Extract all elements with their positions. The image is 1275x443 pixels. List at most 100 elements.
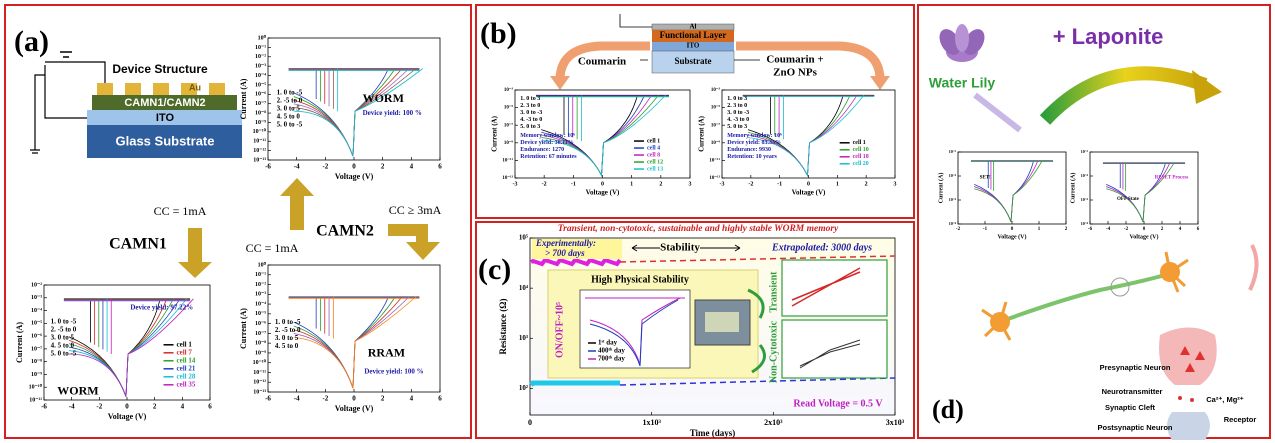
- y-tick-label: 10²: [519, 384, 528, 392]
- synapse-label: Presynaptic Neuron: [1100, 363, 1171, 372]
- x-tick-label: 0: [352, 395, 356, 403]
- panel-label: (a): [14, 25, 49, 58]
- x-tick-label: -6: [265, 163, 271, 171]
- x-tick-label: 2: [1161, 227, 1164, 232]
- x-tick-label: -1: [983, 227, 988, 232]
- x-tick-label: -4: [1106, 227, 1111, 232]
- x-tick-label: -2: [322, 163, 328, 171]
- legend-label: 400ᵗʰ day: [598, 347, 625, 355]
- sweep-step: 4. -3 to 0: [727, 117, 749, 123]
- sweep-step: 1. 0 to -5: [275, 318, 301, 326]
- sweep-step: 2. 3 to 0: [520, 103, 540, 109]
- y-tick-label: 10⁻⁵: [711, 105, 721, 111]
- panel-border: [4, 4, 472, 439]
- x-tick-label: -1: [777, 181, 782, 187]
- panel-border: [917, 4, 1271, 439]
- y-tick-label: 10⁻⁷: [31, 346, 42, 352]
- split-arrow: [555, 41, 885, 81]
- sweep-step: 2. -5 to 0: [275, 326, 301, 334]
- inset-title: High Physical Stability: [591, 274, 689, 285]
- x-tick-label: 1: [836, 181, 839, 187]
- iv-curve: [536, 95, 669, 177]
- synapse-label: Receptor: [1224, 415, 1257, 424]
- iv-curve: [970, 160, 1054, 222]
- sweep-step: 1. 0 to -5: [51, 317, 77, 325]
- layer-label: Glass Substrate: [116, 133, 215, 148]
- y-tick-label: 10⁻²: [1081, 149, 1089, 154]
- y-tick-label: 10⁻⁶: [31, 333, 42, 339]
- inset-curve: [799, 339, 861, 369]
- sweep-step: 3. 0 to 5: [277, 105, 301, 113]
- layer-label: CAMN1/CAMN2: [124, 97, 205, 109]
- x-tick-label: 6: [438, 163, 442, 171]
- ito-layer: [87, 110, 242, 125]
- zoom-circle: [1110, 277, 1130, 297]
- axon: [1004, 273, 1166, 322]
- material-label: ZnO NPs: [773, 67, 817, 79]
- sweep-step: 5. 0 to 3: [727, 124, 747, 130]
- condition-label: CC ≥ 3mA: [389, 203, 442, 217]
- legend-label: 1ˢᵗ day: [598, 339, 618, 347]
- y-axis-label: Current (A): [239, 78, 248, 119]
- presynaptic-terminal: [1159, 327, 1217, 385]
- sweep-step: 2. -5 to 0: [51, 325, 77, 333]
- x-axis-label: Voltage (V): [586, 189, 620, 197]
- y-tick-label: 10⁻⁴: [1081, 173, 1089, 178]
- au-pad: [125, 83, 141, 95]
- sweep-step: 2. 3 to 0: [727, 103, 747, 109]
- x-tick-label: 2: [381, 395, 385, 403]
- inset-curve: [589, 299, 679, 367]
- y-tick-label: 10⁻¹³: [253, 157, 266, 163]
- x-tick-label: -2: [322, 395, 328, 403]
- plot-note: SET!: [980, 175, 991, 180]
- y-tick-label: 10⁻¹: [255, 272, 266, 278]
- y-tick-label: 10⁻⁸: [255, 110, 266, 116]
- x-tick-label: -6: [1088, 227, 1093, 232]
- plot-title: RRAM: [368, 346, 405, 360]
- legend-label: cell 7: [177, 348, 193, 356]
- x-tick-label: 1: [630, 181, 633, 187]
- device-info: Retention: 10 years: [727, 154, 777, 160]
- y-tick-label: 10⁻⁵: [31, 321, 42, 327]
- device-info: Memory window: 10⁶: [520, 133, 575, 139]
- material-label: CAMN2: [316, 223, 374, 240]
- sweep-step: 1. 0 to -5: [277, 89, 303, 97]
- x-axis-label: Time (days): [690, 428, 736, 438]
- transient-label: Transient: [768, 271, 779, 313]
- au-pad: [97, 83, 113, 95]
- arrow-head: [870, 76, 890, 90]
- flower-petal: [955, 24, 969, 52]
- condition-label: CC = 1mA: [246, 241, 299, 255]
- y-tick-label: 10⁻⁵: [255, 311, 266, 317]
- y-axis-label: Current (A): [239, 308, 248, 349]
- device-info: Endurance: 1270: [520, 147, 564, 153]
- device-yield: Device yield: 100 %: [363, 109, 422, 117]
- y-tick-label: 10⁻²: [255, 282, 266, 288]
- plot-title: WORM: [363, 91, 404, 105]
- material-label: Coumarin +: [766, 54, 823, 66]
- legend-label: cell 8: [647, 152, 660, 158]
- high-state-trace: [530, 257, 622, 267]
- y-tick-label: 10⁻⁹: [255, 120, 266, 126]
- legend-label: cell 13: [647, 166, 663, 172]
- material-label: CAMN1: [109, 236, 167, 253]
- cycle-arrow: [747, 288, 766, 374]
- sweep-step: 2. -5 to 0: [277, 97, 303, 105]
- on-off-label: ON/OFF~10⁵: [554, 302, 565, 358]
- y-tick-label: 10⁻¹³: [709, 175, 720, 181]
- y-tick-label: 10⁻⁷: [255, 101, 266, 107]
- x-tick-label: 0: [352, 163, 356, 171]
- panel-border: [475, 4, 915, 219]
- legend-label: cell 1: [853, 140, 866, 146]
- y-tick-label: 10⁻⁶: [1081, 197, 1089, 202]
- dendrite: [981, 301, 1012, 341]
- device-drawing: [30, 51, 242, 158]
- substrate-layer: [87, 125, 242, 158]
- synapse-label: Postsynaptic Neuron: [1097, 423, 1172, 432]
- x-tick-label: -2: [1124, 227, 1129, 232]
- sweep-step: 5. 0 to -5: [277, 121, 303, 129]
- legend-label: cell 4: [647, 145, 660, 151]
- source-label: Water Lily: [929, 75, 996, 91]
- circuit-wire: [30, 61, 106, 154]
- flow-arrow: [178, 228, 212, 278]
